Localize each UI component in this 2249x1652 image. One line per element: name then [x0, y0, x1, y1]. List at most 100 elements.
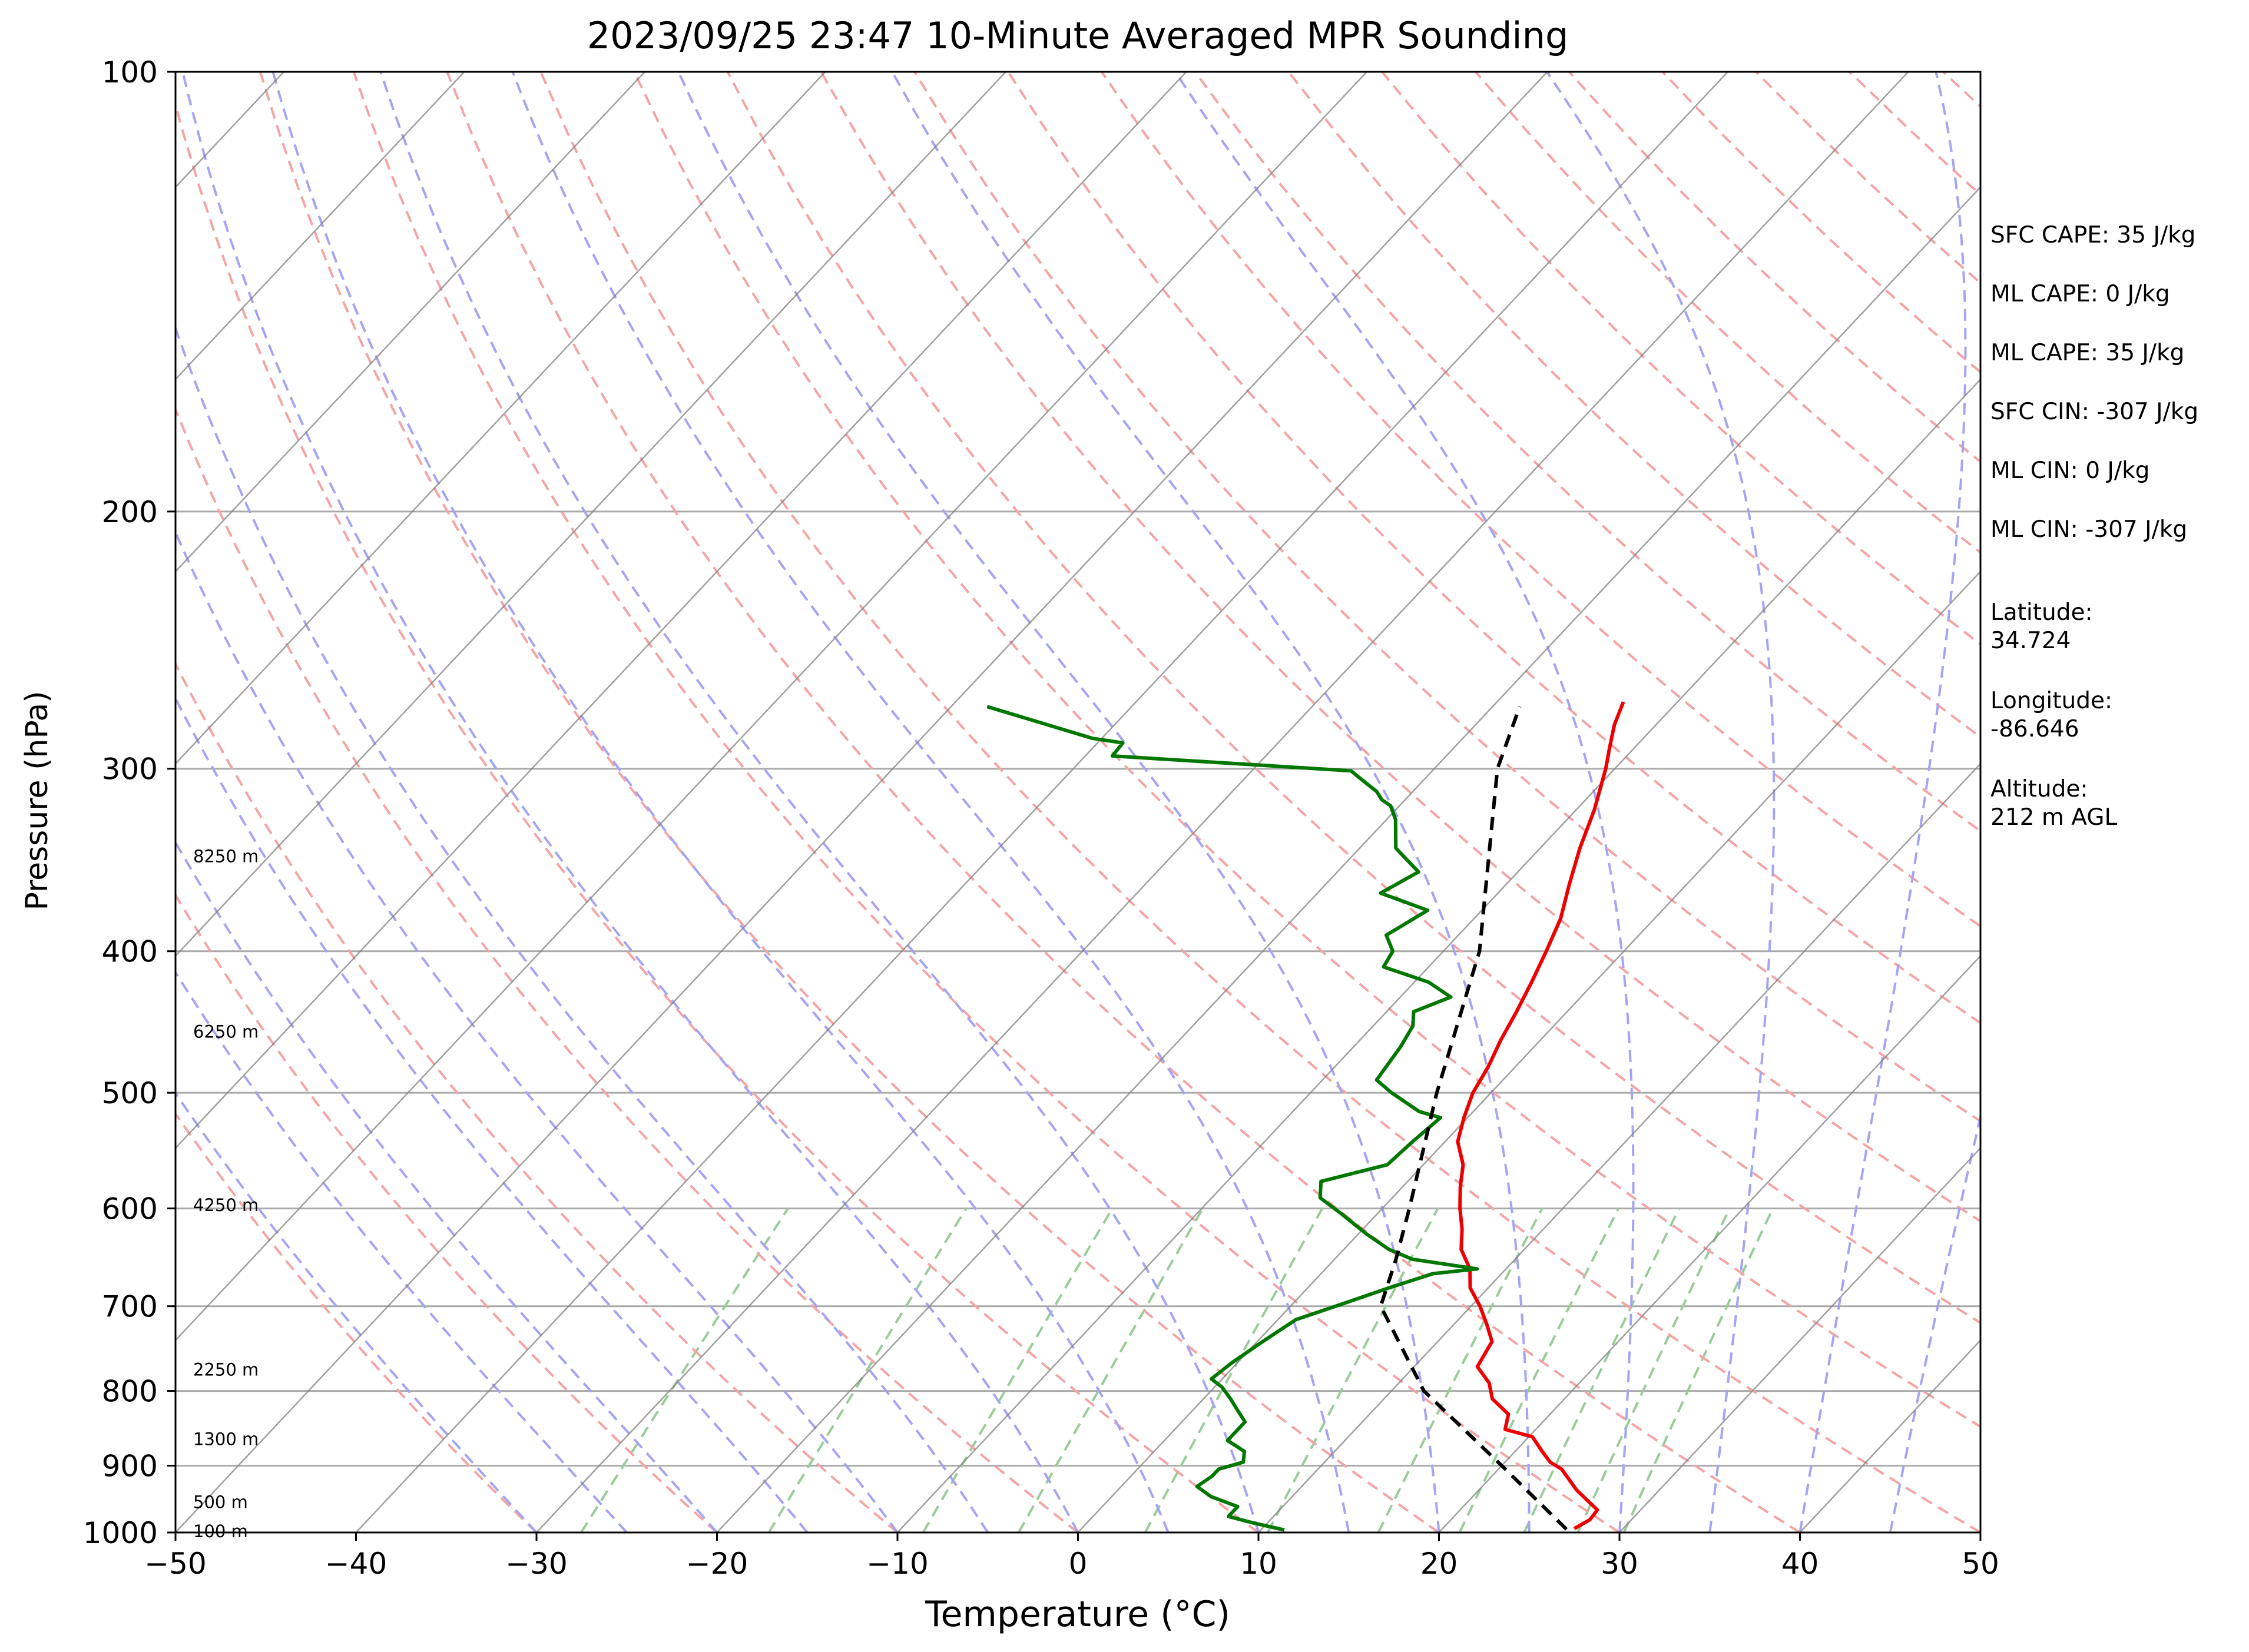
moist-adiabat	[175, 840, 718, 1532]
parcel-profile	[1379, 706, 1568, 1531]
dry-adiabat	[175, 661, 899, 1532]
location-label: Longitude:	[1990, 688, 2112, 714]
moist-adiabat	[511, 72, 1350, 1532]
isotherm	[175, 72, 645, 573]
moist-adiabat	[1546, 72, 1776, 1532]
isotherm	[1438, 954, 1980, 1532]
x-tick-label: 40	[1781, 1547, 1819, 1581]
isotherm	[175, 72, 1187, 1149]
moist-adiabat	[175, 970, 628, 1532]
y-tick-label: 200	[102, 495, 158, 529]
mixing-ratio-line	[1377, 1208, 1544, 1532]
dry-adiabat	[1194, 72, 1980, 832]
x-tick-label: 0	[1069, 1547, 1088, 1581]
mixing-ratio-line	[1266, 1208, 1439, 1532]
x-axis-label: Temperature (°C)	[925, 1594, 1230, 1635]
index-annotation: ML CAPE: 35 J/kg	[1990, 340, 2184, 366]
isotherm	[897, 378, 1980, 1532]
y-tick-label: 700	[102, 1290, 158, 1324]
dewpoint-profile	[986, 705, 1479, 1532]
dry-adiabat	[175, 893, 718, 1532]
y-tick-label: 600	[102, 1192, 158, 1226]
isotherm	[175, 72, 465, 381]
location-label: Altitude:	[1990, 776, 2088, 802]
moist-adiabat	[175, 695, 809, 1532]
dry-adiabat	[175, 99, 1260, 1532]
index-annotation: SFC CIN: -307 J/kg	[1990, 399, 2198, 425]
y-tick-label: 800	[102, 1375, 158, 1409]
dry-adiabat	[539, 72, 1980, 1532]
dry-adiabats	[175, 72, 1980, 1532]
x-tick-label: −10	[866, 1547, 929, 1581]
index-annotation: ML CAPE: 0 J/kg	[1990, 281, 2170, 307]
height-label: 8250 m	[193, 846, 259, 866]
mixing-ratio-line	[580, 1208, 789, 1532]
dry-adiabat	[352, 72, 1621, 1532]
moist-adiabat	[175, 1091, 538, 1532]
moist-adiabat	[175, 529, 899, 1532]
pressure-gridlines	[175, 72, 1980, 1532]
isotherm	[1258, 762, 1980, 1532]
dry-adiabat	[913, 72, 1980, 1123]
mixing-ratio-line	[1622, 1208, 1774, 1532]
chart-title: 2023/09/25 23:47 10-Minute Averaged MPR …	[587, 14, 1569, 57]
height-labels: 100 m 500 m 1300 m 2250 m 4250 m 6250 m 8250 m	[193, 846, 259, 1541]
isotherm	[175, 72, 1006, 957]
temperature-profile	[1456, 701, 1625, 1531]
height-label: 100 m	[193, 1521, 248, 1541]
moist-adiabat	[891, 72, 1531, 1532]
height-label: 500 m	[193, 1492, 248, 1512]
height-label: 4250 m	[193, 1195, 259, 1215]
x-tick-label: −40	[325, 1547, 387, 1581]
temperature-axis: −50 −40 −30 −20 −10 0 10 20 30 40 50	[144, 1532, 1999, 1581]
index-annotation: SFC CAPE: 35 J/kg	[1990, 222, 2195, 248]
height-label: 2250 m	[193, 1359, 259, 1379]
x-tick-label: −20	[686, 1547, 748, 1581]
y-tick-label: 1000	[83, 1516, 158, 1550]
x-tick-label: 50	[1962, 1547, 1999, 1581]
location-value: 212 m AGL	[1990, 804, 2117, 831]
moist-adiabats	[175, 72, 1980, 1532]
mixing-ratio-line	[1523, 1208, 1681, 1532]
moist-adiabat	[1174, 72, 1635, 1532]
isotherms	[175, 72, 1980, 1532]
dry-adiabat	[259, 72, 1440, 1532]
dry-adiabat	[632, 72, 1980, 1428]
x-tick-label: 20	[1420, 1547, 1458, 1581]
dry-adiabat	[175, 406, 1079, 1532]
y-tick-label: 300	[102, 752, 158, 787]
moist-adiabat	[271, 72, 1170, 1532]
dry-adiabat	[726, 72, 1980, 1325]
y-tick-label: 100	[102, 55, 158, 89]
isotherm	[1077, 570, 1980, 1532]
isotherm	[716, 186, 1980, 1532]
mixing-ratio-line	[1144, 1208, 1324, 1532]
moist-adiabat	[1889, 1112, 1980, 1532]
height-label: 1300 m	[193, 1429, 259, 1449]
x-tick-label: −50	[144, 1547, 207, 1581]
moist-adiabat	[1798, 72, 1967, 1532]
isotherm	[355, 72, 1728, 1532]
y-tick-label: 500	[102, 1076, 158, 1110]
isotherm	[175, 72, 826, 765]
moist-adiabat	[379, 72, 1260, 1532]
thermodynamic-indices: SFC CAPE: 35 J/kg ML CAPE: 0 J/kg ML CAPE:…	[1990, 222, 2198, 543]
height-label: 6250 m	[193, 1022, 259, 1042]
location-value: -86.646	[1990, 716, 2079, 742]
index-annotation: ML CIN: 0 J/kg	[1990, 457, 2149, 484]
x-tick-label: −30	[505, 1547, 568, 1581]
index-annotation: ML CIN: -307 J/kg	[1990, 516, 2187, 543]
sounding-profiles	[986, 701, 1625, 1532]
y-tick-label: 900	[102, 1449, 158, 1483]
isotherm	[1619, 1147, 1980, 1532]
y-tick-label: 400	[102, 935, 158, 969]
mixing-ratio-line	[1576, 1208, 1731, 1532]
dry-adiabat	[446, 72, 1801, 1532]
isotherm	[175, 72, 1548, 1532]
x-tick-label: 30	[1601, 1547, 1638, 1581]
x-tick-label: 10	[1240, 1547, 1277, 1581]
dry-adiabat	[1287, 72, 1980, 739]
moist-adiabat	[677, 72, 1440, 1532]
y-axis-label: Pressure (hPa)	[19, 691, 55, 911]
pressure-axis: 1000 900 800 700 600 500 400 300 200 100	[83, 55, 175, 1550]
